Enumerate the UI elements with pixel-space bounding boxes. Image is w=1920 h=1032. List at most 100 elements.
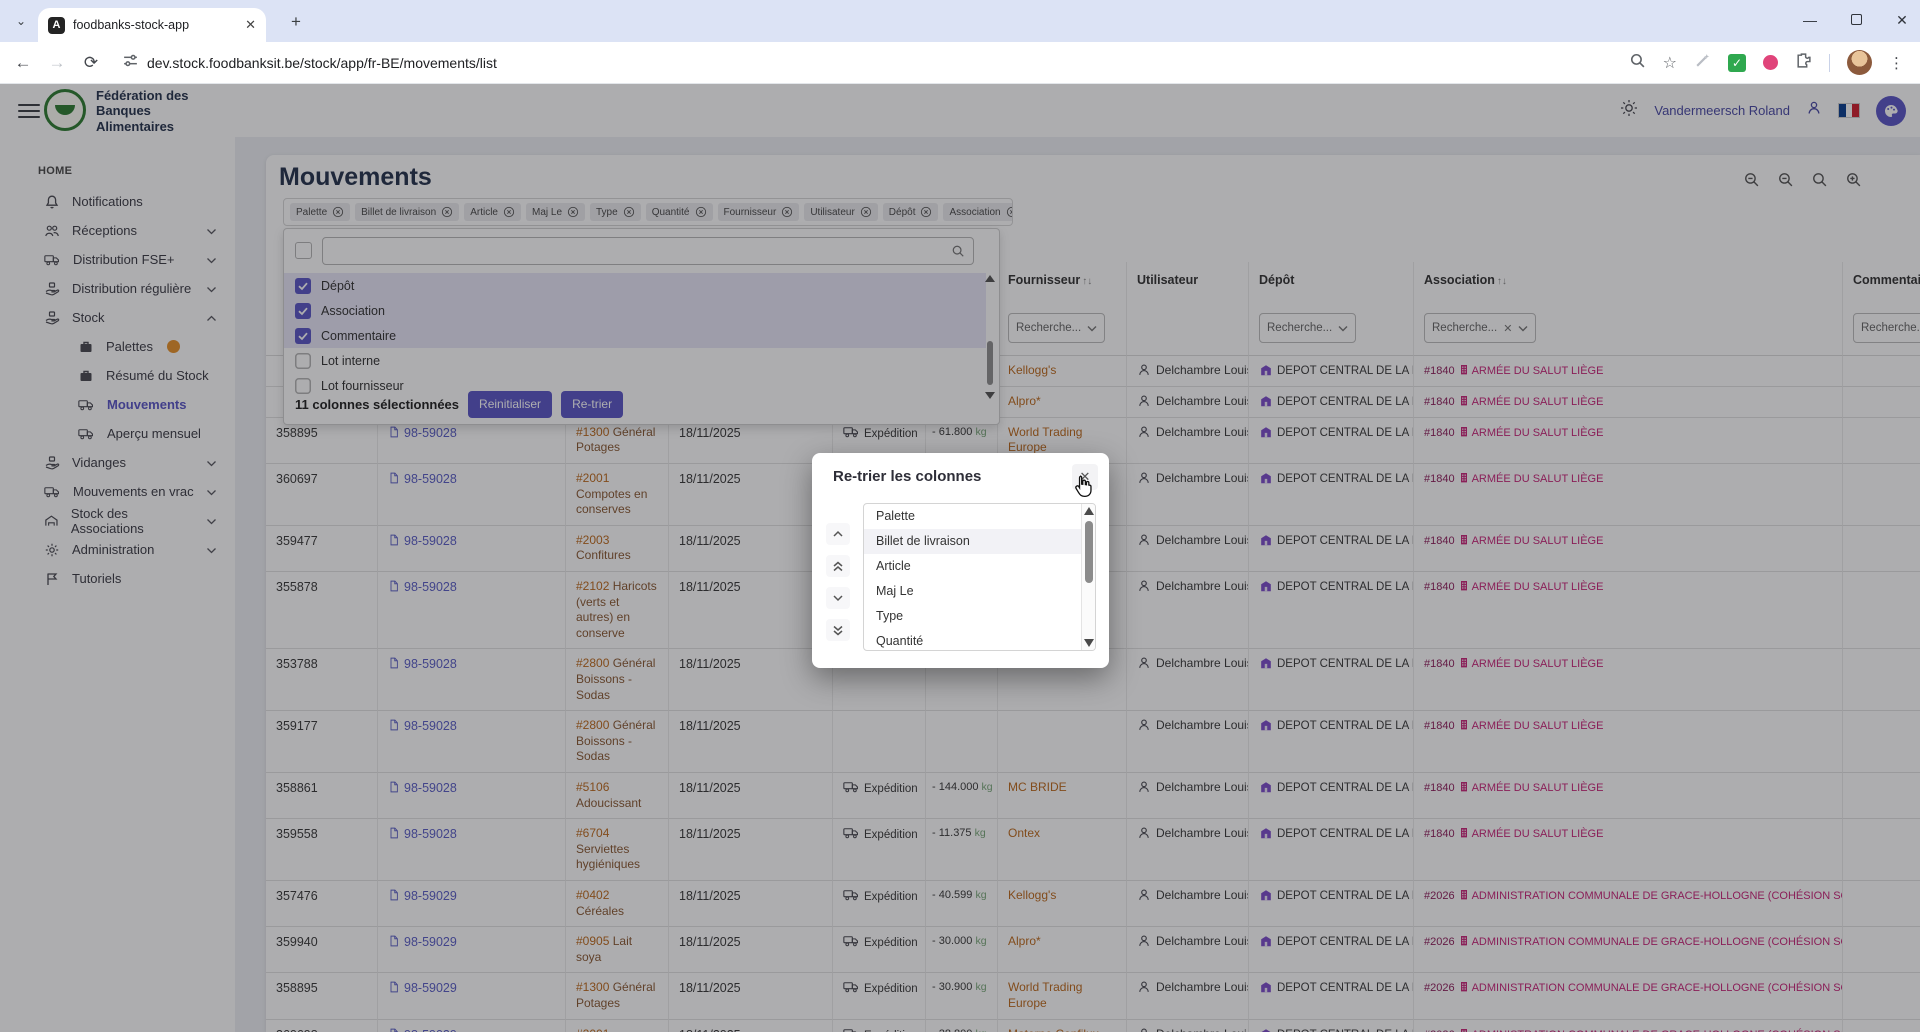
browser-tab[interactable]: A foodbanks-stock-app ✕ bbox=[38, 8, 266, 42]
sidebar-item-stock-des-associations[interactable]: Stock des Associations bbox=[0, 506, 235, 536]
table-row[interactable]: 358895 98-59028 #1300 Général Potages 18/11… bbox=[266, 417, 1920, 465]
remove-filter-icon[interactable] bbox=[503, 206, 515, 218]
table-row[interactable]: 359940 98-59029 #0905 Lait soya 18/11/2025 E… bbox=[266, 927, 1920, 974]
tab-list-chevron-icon[interactable]: ⌄ bbox=[10, 10, 32, 32]
move-top-icon[interactable] bbox=[826, 555, 850, 577]
url-text[interactable]: dev.stock.foodbanksit.be/stock/app/fr-BE… bbox=[147, 54, 497, 71]
delivery-note-link[interactable]: 98-59029 bbox=[404, 888, 457, 903]
filter-chip[interactable]: Dépôt bbox=[882, 203, 939, 221]
checkbox-unchecked-icon[interactable] bbox=[295, 377, 311, 394]
depot-filter-select[interactable]: Recherche... bbox=[1259, 313, 1357, 343]
filter-chip[interactable]: Quantité bbox=[645, 203, 713, 221]
column-search-input[interactable] bbox=[322, 237, 974, 265]
header-depot[interactable]: Dépôt bbox=[1249, 262, 1414, 300]
sidebar-item-administration[interactable]: Administration bbox=[0, 535, 235, 564]
sidebar-item-stock[interactable]: Stock bbox=[0, 303, 235, 332]
zoom-reset-icon[interactable] bbox=[1777, 171, 1794, 188]
remove-filter-icon[interactable] bbox=[860, 206, 872, 218]
filter-chip[interactable]: Association bbox=[943, 203, 1013, 221]
column-option[interactable]: Association bbox=[284, 298, 986, 323]
new-tab-button[interactable]: + bbox=[284, 10, 308, 34]
delivery-note-link[interactable]: 98-59028 bbox=[404, 472, 457, 487]
scroll-down-icon[interactable] bbox=[985, 392, 995, 399]
window-minimize-icon[interactable]: — bbox=[1800, 12, 1820, 28]
modal-scrollbar[interactable] bbox=[1081, 504, 1095, 650]
zoom-in-icon[interactable] bbox=[1845, 171, 1862, 188]
checkbox-unchecked-icon[interactable] bbox=[295, 352, 311, 369]
delivery-note-link[interactable]: 98-59028 bbox=[404, 719, 457, 734]
column-option[interactable]: Lot interne bbox=[284, 348, 986, 373]
table-row[interactable]: 360698 98-59029 #2001 Compotes en conserve… bbox=[266, 1019, 1920, 1032]
search-icon[interactable] bbox=[1811, 171, 1828, 188]
sidebar-item-mouvements[interactable]: Mouvements bbox=[0, 390, 235, 419]
back-icon[interactable]: ← bbox=[6, 53, 40, 73]
reorder-column-item[interactable]: Article bbox=[876, 559, 911, 573]
checkbox-checked-icon[interactable] bbox=[295, 277, 311, 294]
window-maximize-icon[interactable] bbox=[1846, 12, 1866, 28]
window-close-icon[interactable]: ✕ bbox=[1892, 12, 1912, 29]
header-commentaire[interactable]: Commentaire bbox=[1843, 262, 1920, 300]
remove-filter-icon[interactable] bbox=[1006, 206, 1013, 218]
filter-chip[interactable]: Article bbox=[464, 203, 521, 221]
filter-chip[interactable]: Billet de livraison bbox=[355, 203, 460, 221]
sidebar-item-vidanges[interactable]: Vidanges bbox=[0, 448, 235, 477]
reorder-column-item[interactable]: Palette bbox=[876, 509, 915, 523]
header-association[interactable]: Association ↑↓ bbox=[1414, 262, 1843, 300]
move-up-icon[interactable] bbox=[826, 523, 850, 545]
table-row[interactable]: 359558 98-59028 #6704 Serviettes hygiéniqu… bbox=[266, 819, 1920, 881]
reset-columns-button[interactable]: Reinitialiser bbox=[468, 390, 553, 418]
filter-chip[interactable]: Maj Le bbox=[525, 203, 585, 221]
palette-button[interactable] bbox=[1876, 95, 1906, 126]
theme-sun-icon[interactable] bbox=[1620, 99, 1638, 122]
delivery-note-link[interactable]: 98-59028 bbox=[404, 780, 457, 795]
reorder-column-item[interactable]: Type bbox=[876, 609, 904, 623]
delivery-note-link[interactable]: 98-59029 bbox=[404, 935, 457, 950]
record-extension-icon[interactable] bbox=[1763, 55, 1778, 70]
table-row[interactable]: 358861 98-59028 #5106 Adoucissant 18/11/202… bbox=[266, 772, 1920, 820]
reorder-column-item[interactable]: Quantité bbox=[876, 634, 924, 648]
sidebar-item-tutoriels[interactable]: Tutoriels bbox=[0, 564, 235, 593]
sort-icons[interactable]: ↑↓ bbox=[1496, 276, 1507, 287]
forward-icon[interactable]: → bbox=[40, 53, 74, 73]
delivery-note-link[interactable]: 98-59029 bbox=[404, 981, 457, 996]
delivery-note-link[interactable]: 98-59028 bbox=[404, 657, 457, 672]
commentaire-filter-select[interactable]: Recherche... bbox=[1853, 313, 1920, 343]
filter-chip[interactable]: Utilisateur bbox=[804, 203, 878, 221]
scroll-up-icon[interactable] bbox=[985, 275, 995, 282]
modal-close-icon[interactable]: ✕ bbox=[1072, 464, 1098, 490]
move-bottom-icon[interactable] bbox=[826, 619, 850, 641]
zoom-out-icon[interactable] bbox=[1743, 171, 1760, 188]
delivery-note-link[interactable]: 98-59028 bbox=[404, 580, 457, 595]
table-row[interactable]: 355878 98-59028 #2102 Haricots (verts et a… bbox=[266, 572, 1920, 650]
remove-filter-icon[interactable] bbox=[441, 206, 453, 218]
delivery-note-link[interactable]: 98-59028 bbox=[404, 533, 457, 548]
fournisseur-filter-select[interactable]: Recherche... bbox=[1008, 313, 1106, 343]
page-search-icon[interactable] bbox=[1629, 52, 1646, 74]
scrollbar-thumb[interactable] bbox=[1085, 521, 1093, 583]
delivery-note-link[interactable]: 98-59029 bbox=[404, 1028, 457, 1032]
profile-avatar[interactable] bbox=[1847, 50, 1872, 75]
scroll-up-icon[interactable] bbox=[1084, 507, 1094, 515]
sidebar-item-distribution-r-guli-re[interactable]: Distribution régulière bbox=[0, 274, 235, 303]
filter-chip[interactable]: Type bbox=[590, 203, 641, 221]
header-utilisateur[interactable]: Utilisateur bbox=[1127, 262, 1249, 300]
table-row[interactable]: 357476 98-59029 #0402 Céréales 18/11/2025 Ex… bbox=[266, 880, 1920, 928]
reload-icon[interactable]: ⟳ bbox=[74, 53, 108, 73]
sort-icons[interactable]: ↑↓ bbox=[1082, 276, 1093, 287]
user-person-icon[interactable] bbox=[1806, 100, 1822, 121]
remove-filter-icon[interactable] bbox=[695, 206, 707, 218]
dropdown-scrollbar[interactable] bbox=[985, 275, 995, 399]
sidebar-item-aper-u-mensuel[interactable]: Aperçu mensuel bbox=[0, 419, 235, 448]
column-option[interactable]: Dépôt bbox=[284, 273, 986, 298]
reorder-column-item[interactable]: Billet de livraison bbox=[864, 529, 1095, 554]
sidebar-item-distribution-fse-[interactable]: Distribution FSE+ bbox=[0, 245, 235, 274]
remove-filter-icon[interactable] bbox=[332, 206, 344, 218]
user-name[interactable]: Vandermeersch Roland bbox=[1654, 103, 1790, 118]
delivery-note-link[interactable]: 98-59028 bbox=[404, 827, 457, 842]
sidebar-item-mouvements-en-vrac[interactable]: Mouvements en vrac bbox=[0, 477, 235, 506]
checkbox-checked-icon[interactable] bbox=[295, 327, 311, 344]
select-all-checkbox[interactable] bbox=[295, 242, 312, 259]
remove-filter-icon[interactable] bbox=[567, 206, 579, 218]
scroll-down-icon[interactable] bbox=[1084, 639, 1094, 647]
scrollbar-thumb[interactable] bbox=[987, 341, 993, 385]
